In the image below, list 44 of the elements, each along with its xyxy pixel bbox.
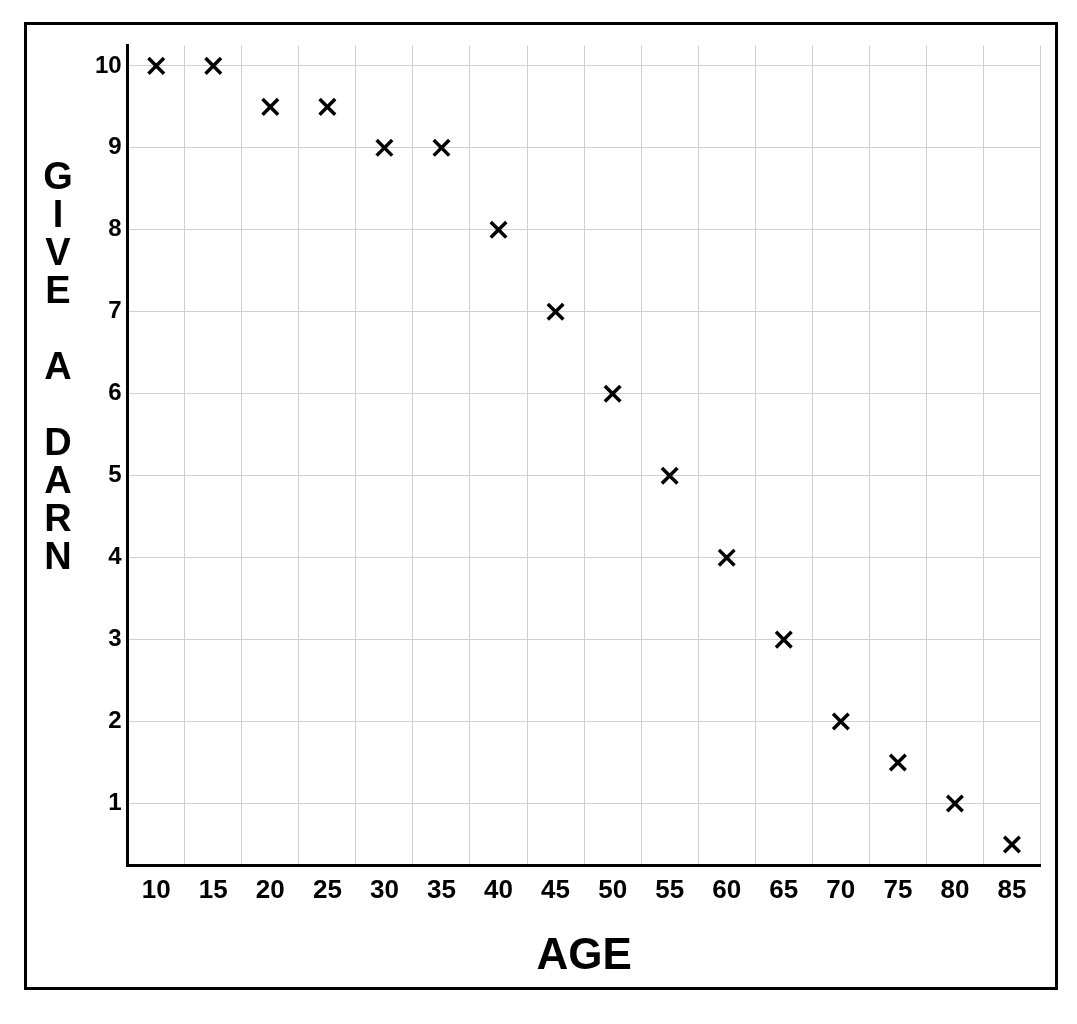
- x-tick-label: 70: [826, 873, 856, 904]
- y-tick-label: 3: [108, 624, 122, 652]
- point: [203, 56, 223, 76]
- y-tick-label: 8: [108, 214, 122, 242]
- point: [546, 302, 566, 322]
- x-tick-label: 15: [198, 873, 228, 904]
- point: [660, 466, 680, 486]
- x-tick-label: 80: [940, 873, 970, 904]
- y-axis-title: GIVE A DARN: [37, 155, 79, 573]
- y-tick-label: 6: [108, 378, 122, 406]
- point: [888, 753, 908, 773]
- point: [1002, 834, 1022, 855]
- x-tick-label: 85: [997, 873, 1027, 904]
- x-tick-label: 45: [541, 873, 571, 904]
- x-tick-label: 65: [769, 873, 799, 904]
- y-tick-label: 2: [108, 706, 122, 734]
- point: [146, 56, 166, 76]
- y-tick-label: 7: [108, 296, 122, 324]
- x-tick-label: 10: [141, 873, 171, 904]
- x-tick-label: 20: [255, 873, 285, 904]
- point: [774, 630, 794, 650]
- x-tick-label: 30: [369, 873, 399, 904]
- point: [488, 220, 509, 240]
- y-tick-label: 9: [108, 132, 122, 160]
- x-tick-label: 55: [655, 873, 685, 904]
- point: [603, 384, 623, 404]
- x-tick-label: 50: [598, 873, 628, 904]
- point: [317, 97, 337, 117]
- point: [260, 97, 280, 117]
- y-tick-label: 4: [108, 542, 123, 570]
- point: [831, 712, 851, 732]
- x-axis-title: AGE: [536, 928, 632, 978]
- x-tick-label: 40: [484, 873, 513, 904]
- x-tick-label: 25: [312, 873, 342, 904]
- point: [717, 548, 737, 568]
- point: [945, 794, 965, 814]
- x-tick-label: 35: [427, 873, 456, 904]
- y-tick-label: 1: [108, 788, 122, 816]
- y-tick-label: 5: [108, 460, 122, 488]
- point: [374, 138, 394, 158]
- point: [431, 138, 451, 158]
- x-tick-label: 75: [883, 873, 913, 904]
- x-tick-label: 60: [712, 873, 742, 904]
- y-tick-label: 10: [94, 50, 122, 78]
